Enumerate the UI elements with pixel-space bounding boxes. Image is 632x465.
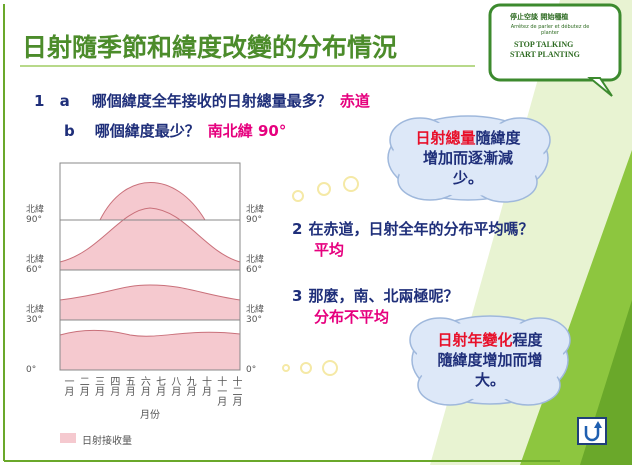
q-number: 2 [292, 220, 303, 238]
month-label: 八月 [168, 376, 180, 396]
question: b 哪個緯度最少？ 南北緯 90° [64, 120, 286, 141]
latitude-label: 北緯 [26, 305, 45, 315]
q-text: 哪個緯度全年接收的日射總量最多？ [91, 92, 332, 110]
q-number: 1 [34, 92, 45, 110]
month-label: 一月 [62, 376, 73, 396]
latitude-label: 北緯 [246, 305, 265, 315]
q-label: a [59, 92, 70, 110]
cloud-fill [416, 320, 564, 400]
q-number: 3 [292, 287, 303, 305]
cloud-highlight: 日射年變化 [437, 331, 513, 349]
q-answer: 南北緯 90° [207, 122, 287, 140]
month-label: 七月 [153, 376, 165, 396]
latitude-label: 90° [26, 215, 42, 225]
month-label: 九月 [184, 376, 196, 396]
latitude-label: 30° [26, 315, 42, 325]
badge-text: START PLANTING [510, 50, 580, 59]
latitude-label: 北緯 [246, 255, 265, 265]
badge-text: STOP TALKING [514, 40, 574, 49]
latitude-label: 0° [26, 365, 37, 375]
q-text: 那麼，南、北兩極呢？ [308, 287, 459, 305]
q-text: 哪個緯度最少？ [94, 122, 200, 140]
return-icon [594, 421, 602, 428]
cloud-body: 程度隨緯度增加而增大。 [437, 331, 543, 389]
cloud-text: 日射年變化程度隨緯度增加而增大。 [432, 330, 548, 390]
figure [59, 162, 241, 443]
q-text: 在赤道，日射全年的分布平均嗎？ [308, 220, 534, 238]
q-answer: 赤道 [339, 92, 370, 110]
latitude-label: 北緯 [26, 255, 45, 265]
month-label: 四月 [107, 376, 119, 396]
cloud-body: 隨緯度增加而逐漸減少。 [422, 129, 521, 187]
question: 2 在赤道，日射全年的分布平均嗎？ 平均 [292, 218, 533, 260]
cloud-text: 日射總量隨緯度增加而逐漸減少。 [415, 128, 521, 188]
legend-swatch [60, 433, 76, 443]
month-label: 十二月 [230, 376, 241, 406]
badge-text: 停止空談 開始種植 [510, 13, 569, 21]
month-label: 六月 [138, 376, 150, 396]
month-label: 十一月 [214, 376, 226, 406]
legend-label: 日射接收量 [82, 436, 132, 447]
month-label: 十月 [199, 376, 211, 396]
x-axis-label: 月份 [140, 410, 160, 421]
month-label: 三月 [92, 376, 104, 396]
cloud-fill [392, 120, 544, 196]
month-label: 二月 [77, 376, 89, 396]
q-answer: 平均 [314, 241, 345, 259]
return-icon [584, 426, 600, 442]
latitude-label: 90° [246, 215, 262, 225]
question: 1 a 哪個緯度全年接收的日射總量最多？ 赤道 [34, 90, 370, 111]
q-label: b [64, 122, 75, 140]
latitude-label: 北緯 [26, 205, 45, 215]
title: 日射隨季節和緯度改變的分布情況 [22, 33, 398, 62]
latitude-label: 60° [26, 265, 42, 275]
question: 3 那麼，南、北兩極呢？ 分布不平均 [292, 285, 458, 327]
q-answer: 分布不平均 [314, 308, 390, 326]
latitude-label: 北緯 [246, 205, 265, 215]
cloud-highlight: 日射總量 [415, 129, 476, 147]
latitude-label: 30° [246, 315, 262, 325]
badge-text: Arrêtez de parler et débutez de planter [510, 24, 590, 36]
latitude-label: 60° [246, 265, 262, 275]
badge-tail [587, 77, 613, 97]
dots [282, 176, 359, 376]
month-label: 五月 [123, 376, 135, 396]
latitude-label: 0° [246, 365, 257, 375]
badge-frame [488, 3, 622, 82]
